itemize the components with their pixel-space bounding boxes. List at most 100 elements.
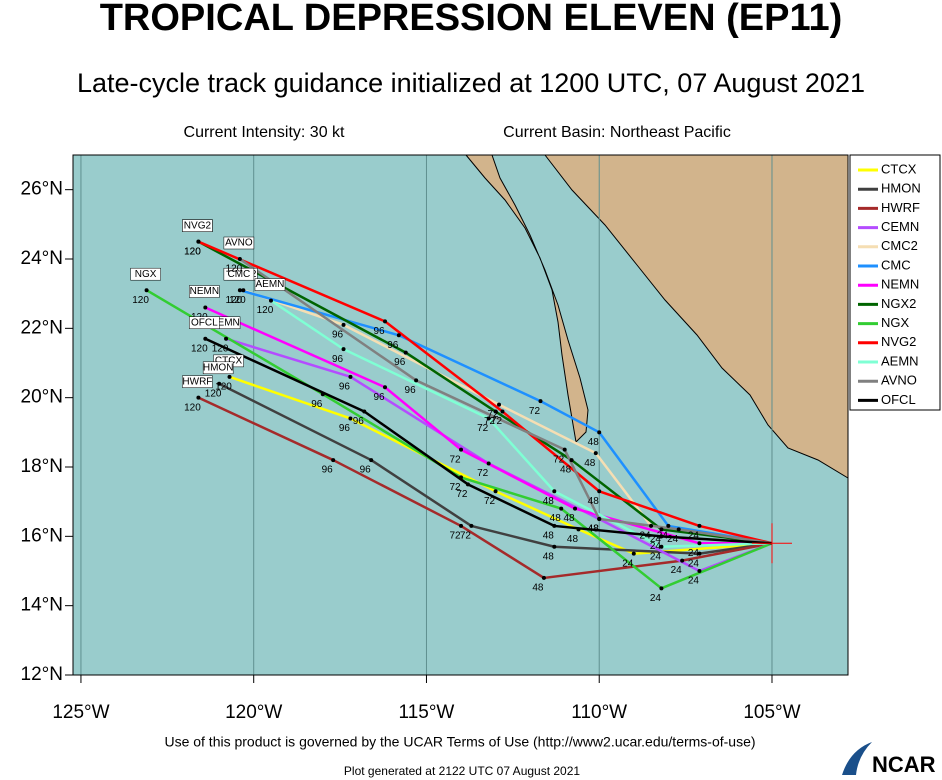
hour-label: 48 [588, 524, 600, 535]
hour-label: 120 [205, 388, 222, 399]
track-point [241, 288, 246, 293]
track-point [237, 288, 242, 293]
track-point [552, 544, 557, 549]
legend-label: CTCX [881, 161, 917, 176]
hour-label: 72 [484, 416, 496, 427]
track-point [383, 385, 388, 390]
hour-label: 48 [543, 531, 555, 542]
generated: Plot generated at 2122 UTC 07 August 202… [344, 764, 580, 778]
legend-label: HMON [881, 181, 921, 196]
y-tick-label: 20°N [21, 387, 63, 408]
track-point [414, 378, 419, 383]
track [270, 299, 773, 548]
hour-label: 72 [449, 531, 461, 542]
legend-label: NVG2 [881, 334, 916, 349]
plot-frame [72, 154, 849, 676]
track-point [569, 458, 574, 463]
model-label-box [189, 285, 220, 298]
track-point [697, 541, 702, 546]
hour-label: 24 [667, 534, 679, 545]
track-point [493, 489, 498, 494]
model-label: CEMN [210, 317, 239, 328]
track-point [268, 298, 273, 303]
track-point [552, 489, 557, 494]
model-label-box [223, 267, 255, 281]
legend-label: HWRF [881, 200, 920, 215]
y-tick-label: 22°N [21, 317, 63, 338]
basin: Current Basin: Northeast Pacific [503, 124, 731, 141]
hour-label: 96 [387, 340, 399, 351]
track [239, 257, 773, 545]
hour-label: 24 [650, 551, 662, 562]
hour-label: 24 [650, 541, 662, 552]
intensity: Current Intensity: 30 kt [184, 124, 346, 141]
hour-label: 72 [449, 454, 461, 465]
track-point [469, 523, 474, 528]
x-tick-label: 110°W [571, 702, 627, 723]
hour-label: 48 [543, 496, 555, 507]
baja-peninsula [464, 154, 589, 444]
track-point [597, 489, 602, 494]
model-label: HWRF [182, 376, 212, 387]
track [145, 289, 773, 590]
track-point [541, 575, 546, 580]
track-point [559, 506, 564, 511]
hour-label: 72 [460, 531, 472, 542]
hour-label: 96 [339, 382, 351, 393]
model-label: AEMN [256, 279, 285, 290]
hour-label: 72 [449, 482, 461, 493]
y-tick-label: 16°N [21, 525, 63, 546]
track-point [493, 409, 498, 414]
track-point [196, 395, 201, 400]
hour-label: 120 [184, 246, 201, 257]
track-point [348, 416, 353, 421]
hour-label: 72 [456, 489, 468, 500]
hour-label: 120 [184, 402, 201, 413]
track-point [576, 527, 581, 532]
hour-label: 48 [588, 524, 600, 535]
track-point [659, 534, 664, 539]
x-tick-label: 115°W [399, 702, 455, 723]
track-point [486, 461, 491, 466]
model-label: OFCL [191, 317, 218, 328]
ncar-logo: NCAR [842, 742, 936, 777]
legend-label: CMC [881, 257, 911, 272]
legend-box [849, 154, 941, 411]
track-point [403, 350, 408, 355]
hour-label: 24 [688, 548, 700, 559]
hour-label: 48 [563, 513, 575, 524]
track-point [538, 399, 543, 404]
model-label-box [182, 219, 213, 232]
track [197, 396, 773, 580]
hour-label: 96 [353, 416, 365, 427]
hour-label: 120 [257, 305, 274, 316]
track-point [320, 392, 325, 397]
track-point [486, 416, 491, 421]
track-point [680, 558, 685, 563]
logo-swoosh [842, 742, 872, 775]
model-label-box [182, 375, 213, 388]
track-point [203, 336, 208, 341]
hour-label: 48 [588, 437, 600, 448]
y-tick-label: 18°N [21, 456, 63, 477]
model-label: CTCX [215, 356, 243, 367]
hour-label: 96 [373, 392, 385, 403]
hour-label: 120 [212, 343, 229, 354]
track-point [362, 409, 367, 414]
track-point [697, 551, 702, 556]
track-point [497, 402, 502, 407]
hour-label: 72 [477, 468, 489, 479]
model-label: NVG2 [184, 220, 212, 231]
model-label: NEMN [190, 286, 219, 297]
track-point [331, 458, 336, 463]
track [197, 240, 773, 545]
hour-label: 120 [132, 295, 149, 306]
hour-label: 48 [588, 496, 600, 507]
legend-label: NEMN [881, 277, 919, 292]
track-point [562, 447, 567, 452]
hour-label: 72 [487, 409, 499, 420]
track-point [666, 523, 671, 528]
x-tick-label: 105°W [743, 702, 800, 723]
hour-label: 24 [688, 531, 700, 542]
